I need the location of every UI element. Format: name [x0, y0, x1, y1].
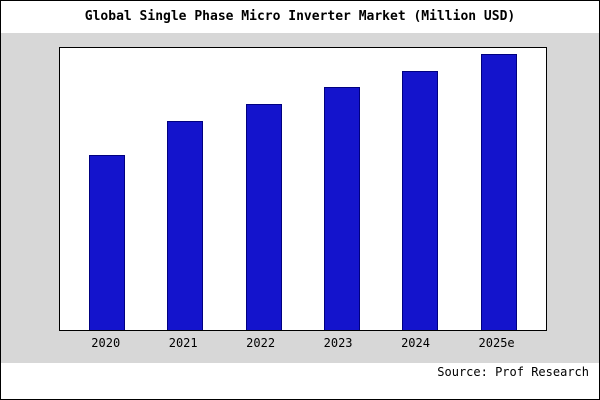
bar-2020 [89, 155, 126, 330]
bar-2025e [480, 53, 517, 330]
chart-footer: Source: Prof Research [1, 363, 599, 399]
bar-2021 [167, 121, 204, 330]
x-tick-label-2025e: 2025e [478, 336, 515, 350]
bar-2023 [324, 87, 361, 330]
bars-container [60, 48, 546, 330]
x-tick-label-2022: 2022 [246, 336, 276, 350]
x-tick-label-2021: 2021 [168, 336, 198, 350]
x-tick-label-2023: 2023 [323, 336, 353, 350]
x-tick-label-2020: 2020 [91, 336, 121, 350]
x-tick-label-2024: 2024 [401, 336, 430, 350]
source-note: Source: Prof Research [437, 365, 589, 379]
bar-2022 [245, 104, 282, 330]
chart-panel: 2020 2021 2022 2023 2024 2025e [1, 33, 599, 363]
chart-title: Global Single Phase Micro Inverter Marke… [1, 1, 599, 33]
plot-area [59, 47, 547, 331]
x-axis-tick-row: 2020 2021 2022 2023 2024 2025e [59, 331, 547, 355]
bar-2024 [402, 70, 439, 330]
